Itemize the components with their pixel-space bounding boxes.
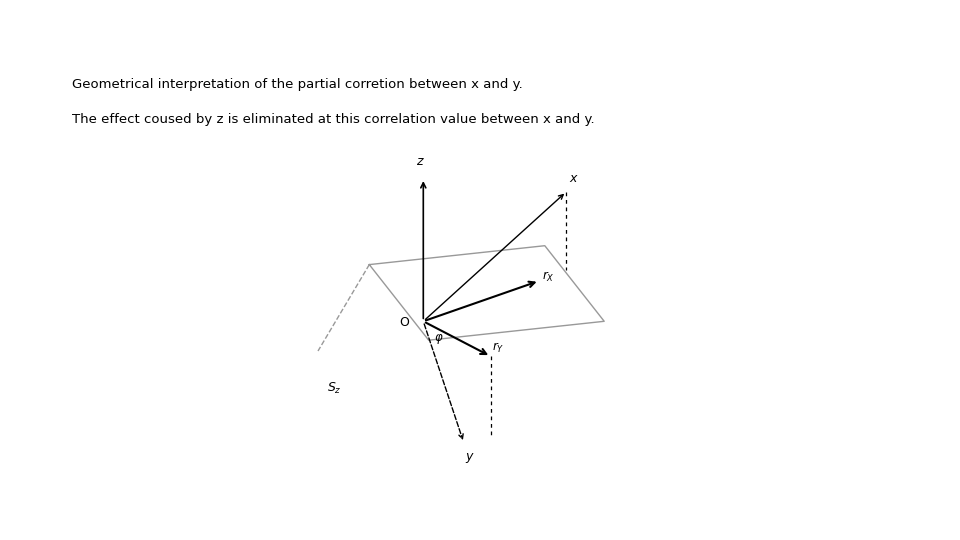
- Text: $r_Y$: $r_Y$: [492, 341, 504, 355]
- Text: Geometrical interpretation of the partial corretion between x and y.: Geometrical interpretation of the partia…: [72, 78, 523, 91]
- Text: z: z: [417, 156, 422, 168]
- Text: $S_z$: $S_z$: [326, 381, 342, 396]
- Text: x: x: [569, 172, 576, 185]
- Text: y: y: [465, 450, 472, 463]
- Text: The effect coused by z is eliminated at this correlation value between x and y.: The effect coused by z is eliminated at …: [72, 113, 594, 126]
- Text: $\varphi$: $\varphi$: [434, 332, 444, 346]
- Text: $r_X$: $r_X$: [542, 269, 555, 284]
- Text: O: O: [398, 316, 409, 329]
